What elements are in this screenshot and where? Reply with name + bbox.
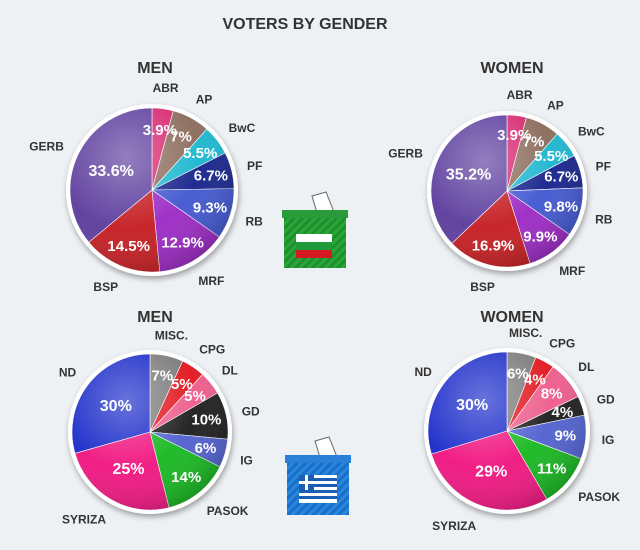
- pie-label-gr-men-dl: DL: [222, 363, 238, 377]
- pie-label-bg-women-mrf: MRF: [559, 264, 585, 278]
- pie-value-bg-women-ap: 7%: [523, 133, 545, 150]
- pie-value-bg-women-mrf: 9.9%: [523, 228, 557, 245]
- pie-label-bg-men-bsp: BSP: [93, 280, 118, 294]
- pie-label-bg-women-bsp: BSP: [470, 280, 495, 294]
- pie-value-bg-women-gerb: 35.2%: [446, 167, 491, 184]
- pie-label-gr-men-syriza: SYRIZA: [62, 513, 106, 527]
- pie-value-gr-women-ig: 9%: [554, 428, 576, 445]
- pie-value-bg-men-mrf: 12.9%: [161, 234, 204, 251]
- pie-value-gr-women-pasok: 11%: [537, 461, 566, 478]
- pie-bg-men: 3.9% ABR 7% AP 5.5% BwC 6.7% PF 9.3% RB 12.9% MRF 14…: [29, 81, 263, 294]
- pie-value-gr-men-pasok: 14%: [171, 469, 201, 486]
- pie-gloss: [72, 354, 228, 510]
- pie-label-gr-women-ig: IG: [602, 433, 615, 447]
- pie-label-gr-women-misc: MISC.: [509, 326, 542, 340]
- pie-label-gr-men-nd: ND: [59, 366, 77, 380]
- pie-value-gr-women-dl: 8%: [541, 385, 563, 402]
- pie-label-bg-women-pf: PF: [596, 160, 611, 174]
- pie-value-gr-men-misc: 7%: [151, 368, 173, 385]
- pie-value-bg-women-bsp: 16.9%: [472, 238, 515, 255]
- pie-value-bg-men-rb: 9.3%: [193, 200, 227, 217]
- pie-label-bg-men-bwc: BwC: [229, 121, 256, 135]
- pie-value-bg-men-ap: 7%: [170, 129, 192, 146]
- chart-title-gr-men: MEN: [137, 309, 173, 326]
- pie-value-gr-men-dl: 5%: [184, 388, 206, 405]
- pie-gloss: [70, 108, 234, 272]
- pie-label-gr-women-gd: GD: [597, 393, 615, 407]
- pie-value-bg-women-abr: 3.9%: [497, 127, 531, 144]
- chart-title-bg-men: MEN: [137, 60, 173, 77]
- pie-value-gr-women-misc: 6%: [507, 366, 529, 383]
- pie-label-gr-men-cpg: CPG: [199, 343, 225, 357]
- pie-value-bg-women-pf: 6.7%: [544, 168, 578, 185]
- pie-label-gr-women-dl: DL: [578, 360, 594, 374]
- pie-value-bg-men-abr: 3.9%: [143, 122, 177, 139]
- pie-label-gr-women-cpg: CPG: [549, 336, 575, 350]
- pie-label-gr-men-ig: IG: [240, 453, 253, 467]
- ballot-box-greece-icon: [285, 436, 351, 515]
- pie-label-bg-women-gerb: GERB: [388, 146, 423, 160]
- pie-value-bg-men-bwc: 5.5%: [183, 145, 217, 162]
- pie-gr-women: 6% MISC. 4% CPG 8% DL 4% GD 9% IG 11% PASOK 29% SYRIZ…: [414, 326, 620, 533]
- pie-gloss: [431, 115, 583, 267]
- pie-label-gr-men-pasok: PASOK: [207, 504, 249, 518]
- pie-value-gr-men-syriza: 25%: [112, 461, 144, 478]
- pie-label-gr-women-pasok: PASOK: [578, 490, 620, 504]
- chart-title-bg-women: WOMEN: [480, 60, 543, 77]
- pie-value-gr-women-syriza: 29%: [475, 464, 507, 481]
- pie-label-bg-men-ap: AP: [196, 93, 213, 107]
- pie-bg-women: 3.9% ABR 7% AP 5.5% BwC 6.7% PF 9.8% RB 9.9% MRF 16.…: [388, 88, 613, 294]
- pie-value-bg-women-bwc: 5.5%: [534, 148, 568, 165]
- page-title: VOTERS BY GENDER: [222, 16, 388, 33]
- pie-value-gr-women-cpg: 4%: [524, 372, 546, 389]
- pie-label-bg-women-abr: ABR: [507, 88, 533, 102]
- pie-label-bg-women-rb: RB: [595, 212, 613, 226]
- pie-label-bg-men-pf: PF: [247, 159, 262, 173]
- pie-value-gr-men-ig: 6%: [195, 440, 217, 457]
- pie-label-bg-men-gerb: GERB: [29, 140, 64, 154]
- pie-label-bg-men-rb: RB: [246, 214, 264, 228]
- ballot-box-bulgaria-icon: [282, 191, 348, 268]
- pie-value-gr-men-gd: 10%: [191, 412, 221, 429]
- pie-label-bg-men-abr: ABR: [153, 81, 179, 95]
- pie-value-bg-men-pf: 6.7%: [194, 167, 228, 184]
- pie-label-gr-men-gd: GD: [242, 405, 260, 419]
- pie-gr-men: 7% MISC. 5% CPG 5% DL 10% GD 6% IG 14% PASOK 25% SYRI…: [59, 328, 260, 526]
- pie-value-gr-women-gd: 4%: [552, 404, 574, 421]
- pie-label-gr-women-syriza: SYRIZA: [432, 519, 476, 533]
- pie-label-gr-men-misc: MISC.: [155, 328, 188, 342]
- pie-value-bg-men-gerb: 33.6%: [89, 163, 134, 180]
- pie-value-gr-men-cpg: 5%: [171, 376, 193, 393]
- pie-label-bg-women-bwc: BwC: [578, 124, 605, 138]
- pie-value-bg-men-bsp: 14.5%: [107, 238, 150, 255]
- pie-label-bg-men-mrf: MRF: [198, 274, 224, 288]
- pie-value-gr-women-nd: 30%: [456, 397, 488, 414]
- pie-value-gr-men-nd: 30%: [100, 398, 132, 415]
- chart-title-gr-women: WOMEN: [480, 309, 543, 326]
- pie-label-gr-women-nd: ND: [414, 365, 432, 379]
- pie-value-bg-women-rb: 9.8%: [544, 199, 578, 216]
- pie-gloss: [428, 352, 586, 510]
- pie-label-bg-women-ap: AP: [547, 99, 564, 113]
